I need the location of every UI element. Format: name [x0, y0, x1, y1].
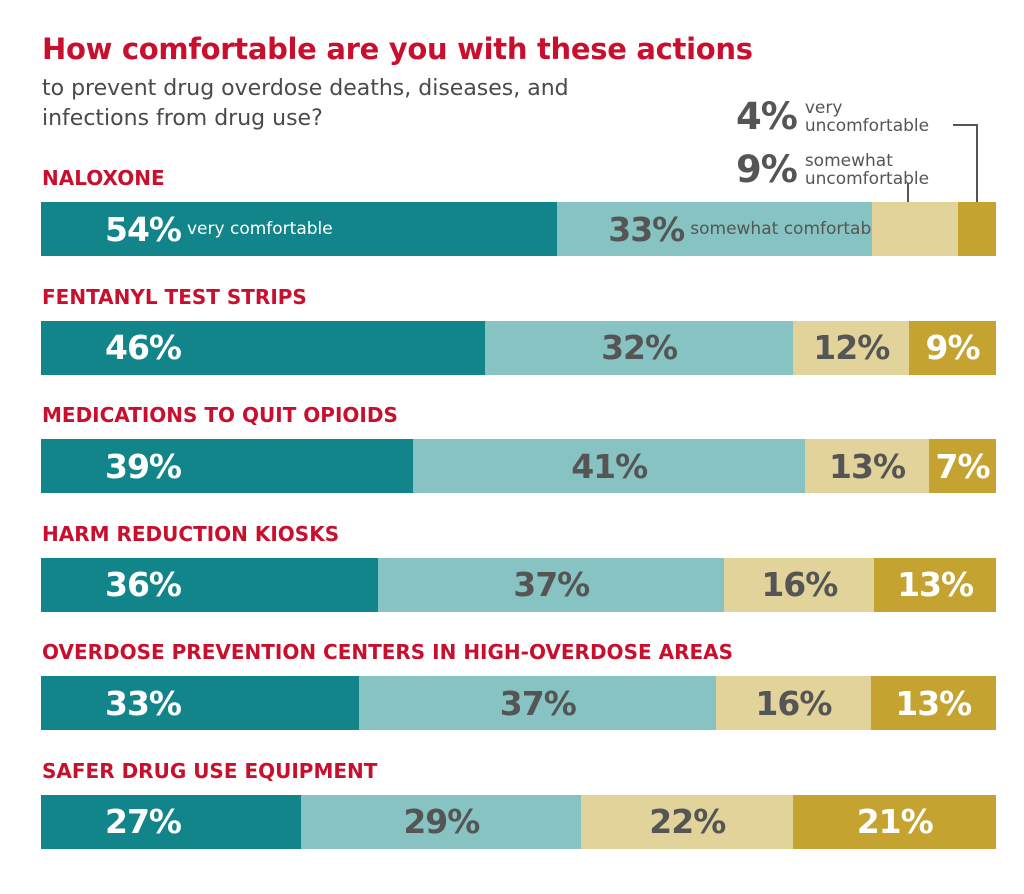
bar-segment: 13%: [870, 676, 996, 730]
series-label: very comfortable: [187, 218, 333, 239]
bar-segment: 37%: [378, 557, 725, 612]
category-label: FENTANYL TEST STRIPS: [42, 284, 307, 309]
data-label: 9%: [925, 328, 981, 367]
bar-segment: 16%: [724, 557, 875, 612]
bar-segment: 12%: [793, 320, 910, 375]
category-label: MEDICATIONS TO QUIT OPIOIDS: [42, 403, 398, 427]
stacked-bar: 54% very comfortable 33% somewhat comfortab…: [41, 202, 996, 256]
category-label: SAFER DRUG USE EQUIPMENT: [42, 758, 378, 783]
data-label: 37%: [499, 683, 577, 723]
leader-line: [907, 183, 909, 202]
stacked-bar: 46% 32% 12% 9%: [41, 320, 996, 375]
data-label: 21%: [856, 802, 934, 841]
stacked-bar: 33% 37% 16% 13%: [41, 676, 996, 730]
bar-segment: [871, 202, 958, 256]
bar-segment: 33%: [41, 676, 360, 730]
bar-segment: 27%: [41, 794, 302, 849]
bar-segment: 29%: [301, 794, 582, 849]
chart-title: How comfortable are you with these actio…: [42, 32, 753, 66]
data-label: 54% very comfortable: [105, 209, 333, 249]
legend-somewhat-uncomfortable: 9% somewhat uncomfortable: [736, 148, 945, 191]
bar-segment: 54% very comfortable: [41, 202, 557, 256]
data-label: 16%: [755, 683, 832, 723]
category-label: HARM REDUCTION KIOSKS: [42, 521, 340, 546]
bar-segment: 37%: [359, 676, 717, 730]
data-label: 36%: [105, 565, 182, 604]
data-label: 33%: [105, 683, 182, 723]
data-label: 41%: [571, 446, 648, 486]
bar-segment: 21%: [793, 794, 996, 849]
data-label: 16%: [761, 565, 838, 604]
data-label: 29%: [403, 802, 480, 841]
bar-segment: 22%: [581, 794, 794, 849]
data-label: 27%: [105, 802, 182, 841]
data-label: 12%: [813, 328, 890, 367]
bar-segment: 16%: [716, 676, 871, 730]
legend-somewhat-uncomfortable-pct: 9%: [736, 148, 798, 191]
data-label: 33% somewhat comfortable: [608, 209, 887, 249]
legend-somewhat-uncomfortable-label: somewhat uncomfortable: [804, 150, 930, 189]
data-label: 7%: [935, 446, 991, 486]
data-label: 32%: [601, 328, 678, 367]
chart-subtitle: to prevent drug overdose deaths, disease…: [42, 76, 569, 131]
bar-segment: 32%: [484, 320, 794, 375]
bar-segment: 41%: [413, 439, 805, 493]
stacked-bar: 36% 37% 16% 13%: [41, 557, 996, 612]
category-label: OVERDOSE PREVENTION CENTERS IN HIGH-OVER…: [42, 640, 734, 664]
bar-segment: 36%: [41, 557, 379, 612]
stacked-bar: 39% 41% 13% 7%: [41, 439, 996, 493]
data-label: 37%: [513, 565, 590, 604]
data-label: 46%: [105, 328, 182, 367]
legend-very-uncomfortable-pct: 4%: [736, 95, 798, 138]
bar-segment: 13%: [804, 439, 930, 493]
data-label: 13%: [829, 446, 906, 486]
bar-segment: 46%: [41, 320, 485, 375]
legend-very-uncomfortable-label: very uncomfortable: [804, 97, 930, 136]
category-label: NALOXONE: [42, 166, 165, 190]
data-label: 13%: [895, 683, 972, 723]
series-label: somewhat comfortable: [690, 218, 887, 239]
bar-segment: 13%: [874, 557, 996, 612]
data-label: 39%: [105, 446, 182, 486]
bar-segment: [957, 202, 996, 256]
leader-line: [953, 124, 978, 126]
leader-line: [976, 124, 978, 202]
bar-segment: 7%: [929, 439, 996, 493]
data-label: 22%: [649, 802, 726, 841]
legend-very-uncomfortable: 4% very uncomfortable: [736, 95, 945, 138]
stacked-bar: 27% 29% 22% 21%: [41, 794, 996, 849]
bar-segment: 33% somewhat comfortable: [556, 202, 887, 256]
bar-segment: 39%: [41, 439, 414, 493]
data-label: 13%: [897, 565, 974, 604]
bar-segment: 9%: [909, 320, 996, 375]
